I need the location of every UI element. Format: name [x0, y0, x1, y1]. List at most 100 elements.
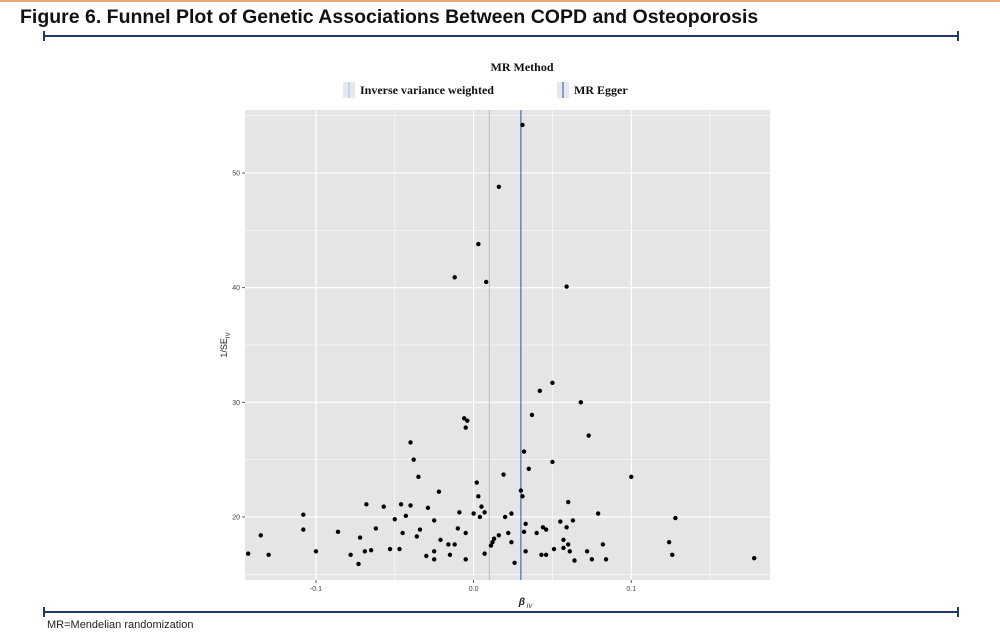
method-lines	[488, 110, 522, 580]
data-point	[387, 546, 393, 552]
data-point	[431, 549, 437, 554]
y-tick-label: 50	[232, 171, 240, 178]
data-point	[526, 466, 531, 472]
data-point	[438, 537, 443, 543]
data-point	[301, 527, 306, 532]
data-point	[266, 552, 271, 557]
data-point	[465, 418, 470, 423]
figure-title: Figure 6. Funnel Plot of Genetic Associa…	[20, 6, 759, 28]
bottom-rule	[43, 607, 959, 617]
data-point	[463, 530, 468, 536]
data-point	[564, 284, 569, 289]
data-point	[752, 556, 757, 561]
data-point	[482, 551, 487, 556]
y-tick-label: 20	[232, 514, 240, 521]
legend-label: MR Egger	[574, 83, 628, 97]
data-point	[509, 539, 514, 545]
data-point	[476, 241, 481, 247]
data-point	[476, 494, 481, 499]
data-point	[550, 459, 555, 465]
data-point	[455, 526, 461, 531]
data-point	[357, 535, 363, 540]
data-point	[578, 400, 584, 405]
data-point	[397, 546, 402, 552]
data-point	[431, 518, 437, 523]
data-point	[502, 514, 508, 520]
data-point	[537, 388, 543, 394]
data-point	[392, 517, 397, 522]
data-point	[301, 512, 306, 517]
data-point	[496, 184, 502, 190]
y-tick-label: 30	[232, 400, 240, 407]
data-point	[258, 533, 263, 538]
data-point	[474, 480, 479, 485]
data-point	[506, 530, 511, 536]
data-point	[539, 552, 544, 557]
data-point	[431, 557, 437, 562]
data-point	[461, 416, 467, 421]
data-point	[572, 558, 577, 563]
data-points	[245, 122, 757, 567]
top-rule	[43, 31, 959, 41]
data-point	[558, 519, 563, 524]
data-point	[313, 549, 319, 554]
data-point	[589, 557, 595, 562]
data-point	[629, 474, 634, 480]
data-point	[245, 551, 251, 556]
data-point	[490, 539, 495, 545]
data-point	[565, 499, 571, 505]
data-point	[550, 380, 555, 386]
data-point	[518, 488, 524, 493]
data-point	[364, 502, 369, 507]
data-point	[403, 513, 409, 519]
data-point	[491, 536, 497, 541]
data-point	[398, 502, 404, 507]
data-point	[477, 514, 483, 520]
x-axis-title: β IV	[518, 597, 534, 610]
title-border	[0, 0, 1000, 2]
y-axis-title: 1/SEIV	[219, 332, 232, 357]
data-point	[567, 549, 572, 554]
legend: Inverse variance weighted MR Egger	[343, 82, 628, 98]
data-point	[543, 527, 549, 532]
gridlines	[245, 110, 770, 580]
data-point	[512, 560, 517, 566]
data-point	[408, 503, 413, 508]
data-point	[381, 504, 386, 509]
data-point	[457, 510, 462, 515]
legend-title: MR Method	[491, 60, 554, 74]
data-point	[408, 440, 413, 445]
data-point	[673, 515, 678, 521]
data-point	[484, 279, 489, 285]
data-point	[436, 489, 442, 494]
legend-entry: Inverse variance weighted	[343, 82, 494, 98]
data-point	[416, 474, 421, 480]
data-point	[529, 412, 535, 418]
data-point	[670, 552, 675, 557]
data-point	[496, 533, 502, 538]
data-point	[586, 433, 591, 438]
data-point	[446, 542, 451, 547]
data-point	[479, 504, 484, 509]
legend-label: Inverse variance weighted	[360, 83, 494, 97]
data-point	[509, 511, 514, 516]
data-point	[482, 510, 487, 515]
data-point	[452, 542, 457, 547]
x-tick-label: -0.1	[310, 586, 322, 593]
data-point	[564, 525, 569, 530]
data-point	[447, 552, 453, 557]
data-point	[362, 549, 368, 554]
data-point	[543, 552, 549, 557]
x-tick-label: 0.0	[469, 586, 479, 593]
data-point	[463, 557, 468, 562]
data-point	[411, 457, 416, 462]
data-point	[501, 472, 506, 477]
data-point	[356, 561, 361, 567]
data-point	[534, 530, 539, 536]
data-point	[348, 552, 353, 557]
data-point	[520, 494, 525, 499]
data-point	[471, 511, 476, 516]
data-point	[368, 547, 374, 553]
data-point	[561, 537, 566, 543]
